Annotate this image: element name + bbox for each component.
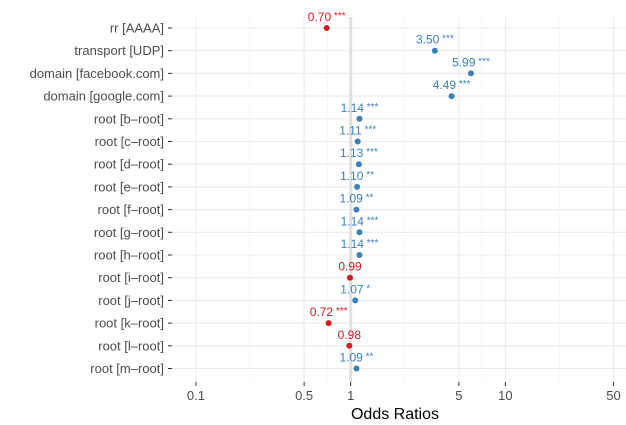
point-6 bbox=[354, 138, 361, 145]
y-tick-label: root [g–root] bbox=[94, 225, 164, 240]
y-tick-label: root [c–root] bbox=[95, 134, 164, 149]
value-label-12: 0.99 bbox=[338, 260, 362, 274]
point-9 bbox=[353, 206, 360, 213]
value-label-1: 0.70 *** bbox=[308, 10, 346, 24]
value-label-13: 1.07 * bbox=[340, 282, 370, 296]
significance-stars: ** bbox=[363, 170, 374, 181]
point-15 bbox=[346, 342, 353, 349]
y-tick-label: transport [UDP] bbox=[74, 43, 164, 58]
gridlines bbox=[172, 17, 626, 382]
data-points bbox=[323, 25, 474, 372]
point-7 bbox=[355, 161, 362, 168]
y-tick-label: root [j–root] bbox=[98, 293, 164, 308]
y-tick-label: root [f–root] bbox=[98, 202, 164, 217]
x-tick-label: 10 bbox=[498, 388, 512, 403]
value-label-10: 1.14 *** bbox=[341, 214, 379, 228]
value-label-15: 0.98 bbox=[338, 328, 362, 342]
value-label-6: 1.11 *** bbox=[339, 124, 376, 138]
plot-panel bbox=[172, 17, 626, 382]
x-tick-label: 5 bbox=[455, 388, 462, 403]
point-13 bbox=[352, 297, 359, 304]
significance-stars: *** bbox=[475, 56, 490, 67]
y-tick-label: root [m–root] bbox=[90, 361, 164, 376]
point-12 bbox=[347, 274, 354, 281]
significance-stars: *** bbox=[331, 11, 346, 22]
x-tick-label: 0.5 bbox=[295, 388, 313, 403]
y-tick-label: rr [AAAA] bbox=[110, 21, 164, 36]
y-tick-label: root [e–root] bbox=[94, 179, 164, 194]
significance-stars: *** bbox=[439, 34, 454, 45]
x-tick-label: 0.1 bbox=[187, 388, 205, 403]
significance-stars: *** bbox=[333, 306, 348, 317]
y-tick-label: root [i–root] bbox=[98, 270, 164, 285]
point-5 bbox=[356, 115, 363, 122]
y-tick-label: root [l–root] bbox=[98, 338, 164, 353]
x-tick-label: 1 bbox=[347, 388, 354, 403]
point-14 bbox=[325, 320, 332, 327]
value-label-14: 0.72 *** bbox=[310, 305, 348, 319]
data-labels: 0.70 *** 3.50 *** 5.99 *** 4.49 *** 1.14 ***… bbox=[308, 10, 490, 365]
value-label-3: 5.99 *** bbox=[452, 55, 490, 69]
y-tick-label: root [d–root] bbox=[94, 157, 164, 172]
point-4 bbox=[448, 93, 455, 100]
significance-stars: *** bbox=[362, 125, 377, 136]
point-3 bbox=[467, 70, 474, 77]
value-label-8: 1.10 ** bbox=[340, 169, 374, 183]
point-16 bbox=[353, 365, 360, 372]
significance-stars: *** bbox=[364, 215, 379, 226]
value-label-9: 1.09 ** bbox=[340, 192, 374, 206]
x-tick-label: 50 bbox=[606, 388, 620, 403]
panel-background bbox=[172, 17, 626, 382]
significance-stars: ** bbox=[363, 352, 374, 363]
significance-stars: *** bbox=[363, 147, 378, 158]
y-tick-label: root [k–root] bbox=[95, 316, 164, 331]
value-label-5: 1.14 *** bbox=[341, 101, 379, 115]
value-label-16: 1.09 ** bbox=[340, 351, 374, 365]
point-11 bbox=[356, 252, 363, 258]
point-8 bbox=[354, 183, 361, 190]
y-tick-label: root [h–root] bbox=[94, 248, 164, 263]
y-tick-label: root [b–root] bbox=[94, 111, 164, 126]
point-10 bbox=[356, 229, 363, 236]
value-label-4: 4.49 *** bbox=[433, 78, 471, 92]
y-axis: rr [AAAA] transport [UDP] domain [facebook… bbox=[30, 21, 172, 376]
x-axis-title: Odds Ratios bbox=[351, 406, 439, 423]
value-label-11: 1.14 *** bbox=[341, 237, 379, 251]
value-label-2: 3.50 *** bbox=[416, 33, 454, 47]
point-1 bbox=[323, 25, 330, 31]
significance-stars: *** bbox=[364, 102, 379, 113]
significance-stars: * bbox=[364, 283, 371, 294]
value-label-7: 1.13 *** bbox=[340, 146, 378, 160]
significance-stars: ** bbox=[363, 193, 374, 204]
point-2 bbox=[431, 47, 438, 54]
x-axis: 0.1 0.5 1 5 10 50 bbox=[187, 382, 621, 403]
y-tick-label: domain [google.com] bbox=[43, 89, 164, 104]
significance-stars: *** bbox=[364, 238, 379, 249]
y-tick-label: domain [facebook.com] bbox=[30, 66, 164, 81]
significance-stars: *** bbox=[456, 79, 471, 90]
